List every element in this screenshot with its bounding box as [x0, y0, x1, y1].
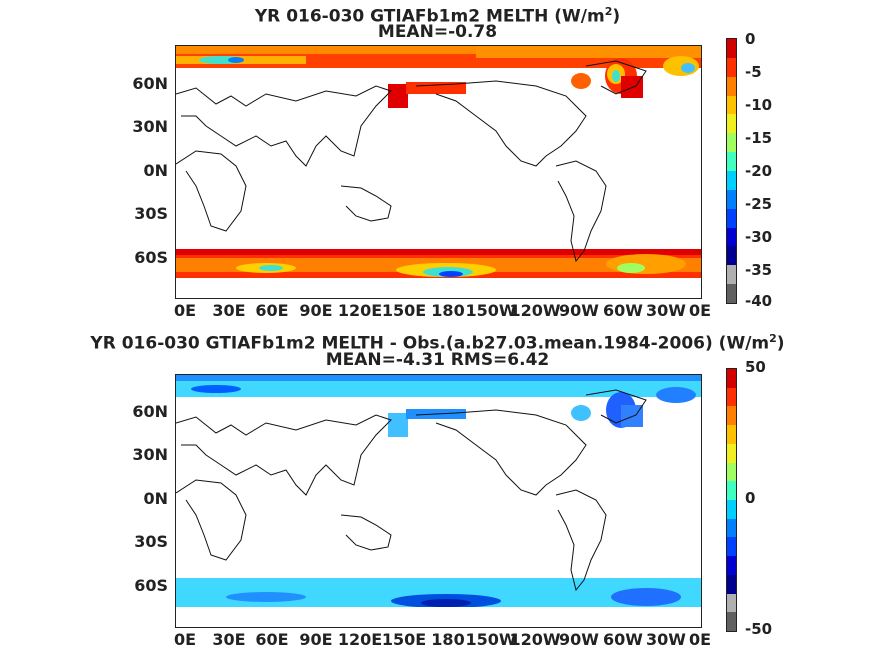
panel2-lat-tick: 0N: [143, 489, 168, 508]
colorbar-segment: [727, 556, 736, 576]
colorbar-segment: [727, 593, 736, 613]
colorbar-segment: [727, 246, 736, 266]
panel1-lon-tick: 150W: [465, 301, 517, 320]
panel1-lon-tick: 30E: [212, 301, 246, 320]
panel2-colorbar-tick: 50: [745, 358, 766, 376]
panel1-lat-tick: 60N: [132, 74, 168, 93]
colorbar-segment: [727, 537, 736, 557]
panel2-lat-tick: 60N: [132, 402, 168, 421]
colorbar-segment: [727, 369, 736, 389]
panel1-lat-tick: 60S: [134, 248, 168, 267]
panel2-antarctic-field: [176, 578, 701, 627]
panel1-colorbar: [726, 38, 737, 304]
panel2-coastlines: [176, 389, 647, 592]
colorbar-segment: [727, 265, 736, 285]
colorbar-segment: [727, 443, 736, 464]
colorbar-segment: [727, 406, 736, 426]
panel1-lon-tick: 60W: [603, 301, 643, 320]
panel1-arctic-field: [176, 46, 701, 108]
panel2-lat-tick: 60S: [134, 576, 168, 595]
panel2-lat-tick: 30S: [134, 532, 168, 551]
panel2-lon-tick: 120W: [509, 630, 561, 649]
panel1-colorbar-tick: -15: [745, 129, 773, 147]
panel2-lon-tick: 180: [431, 630, 465, 649]
panel1-lon-tick: 180: [431, 301, 465, 320]
panel1-map: [175, 45, 702, 299]
panel2-subtitle: MEAN=-4.31 RMS=6.42: [325, 350, 550, 370]
colorbar-segment: [727, 284, 736, 304]
panel1-colorbar-tick: -5: [745, 63, 762, 81]
colorbar-segment: [727, 133, 736, 153]
panel2-lon-tick: 60E: [255, 630, 289, 649]
panel1-colorbar-tick: -10: [745, 96, 773, 114]
panel1-lon-tick: 90W: [559, 301, 599, 320]
panel1-lon-tick: 0E: [173, 301, 197, 320]
panel2-arctic-field: [176, 375, 701, 437]
panel1-antarctic-field: [176, 249, 701, 298]
panel2-lon-tick: 30E: [212, 630, 246, 649]
panel2-colorbar: [726, 368, 737, 632]
panel2-colorbar-tick: 0: [745, 489, 756, 507]
panel1-lon-tick: 30W: [646, 301, 686, 320]
colorbar-segment: [727, 76, 736, 97]
panel1-colorbar-tick: -20: [745, 162, 773, 180]
panel2-lon-tick: 0E: [173, 630, 197, 649]
panel1-coastlines: [176, 60, 647, 263]
panel1-colorbar-tick: 0: [745, 30, 756, 48]
panel2-lat-tick: 30N: [132, 445, 168, 464]
panel2-lon-tick: 120E: [337, 630, 383, 649]
panel2-lon-tick: 90W: [559, 630, 599, 649]
colorbar-segment: [727, 57, 736, 78]
colorbar-segment: [727, 208, 736, 229]
panel2-lon-tick: 60W: [603, 630, 643, 649]
colorbar-segment: [727, 612, 736, 632]
panel2-map: [175, 374, 702, 628]
colorbar-segment: [727, 152, 736, 172]
panel1-lon-tick: 150E: [381, 301, 427, 320]
panel2-lon-tick: 90E: [299, 630, 333, 649]
colorbar-segment: [727, 425, 736, 445]
panel2-lon-tick: 150W: [465, 630, 517, 649]
panel1-lon-tick: 0E: [688, 301, 712, 320]
colorbar-segment: [727, 114, 736, 134]
colorbar-segment: [727, 500, 736, 520]
colorbar-segment: [727, 189, 736, 210]
panel2-lon-tick: 150E: [381, 630, 427, 649]
panel1-colorbar-tick: -35: [745, 261, 773, 279]
panel2-lon-tick: 30W: [646, 630, 686, 649]
colorbar-segment: [727, 574, 736, 595]
colorbar-segment: [727, 462, 736, 482]
panel1-colorbar-tick: -30: [745, 228, 773, 246]
panel1-lat-tick: 30S: [134, 204, 168, 223]
panel1-lon-tick: 120W: [509, 301, 561, 320]
colorbar-segment: [727, 387, 736, 407]
panel1-subtitle: MEAN=-0.78: [377, 22, 498, 42]
panel2-lon-tick: 0E: [688, 630, 712, 649]
panel1-lon-tick: 60E: [255, 301, 289, 320]
panel1-lat-tick: 30N: [132, 117, 168, 136]
panel1-colorbar-tick: -25: [745, 195, 773, 213]
colorbar-segment: [727, 95, 736, 115]
panel1-lon-tick: 90E: [299, 301, 333, 320]
colorbar-segment: [727, 481, 736, 501]
colorbar-segment: [727, 518, 736, 538]
panel2-colorbar-tick: -50: [745, 620, 773, 638]
colorbar-segment: [727, 227, 736, 247]
colorbar-segment: [727, 39, 736, 59]
panel1-map-svg: [176, 46, 701, 298]
panel1-colorbar-tick: -40: [745, 292, 773, 310]
panel2-title: YR 016-030 GTIAFb1m2 MELTH - Obs.(a.b27.…: [90, 332, 785, 354]
colorbar-segment: [727, 171, 736, 191]
panel2-map-svg: [176, 375, 701, 627]
panel1-lon-tick: 120E: [337, 301, 383, 320]
panel1-title: YR 016-030 GTIAFb1m2 MELTH (W/m2): [254, 5, 621, 27]
panel1-lat-tick: 0N: [143, 161, 168, 180]
